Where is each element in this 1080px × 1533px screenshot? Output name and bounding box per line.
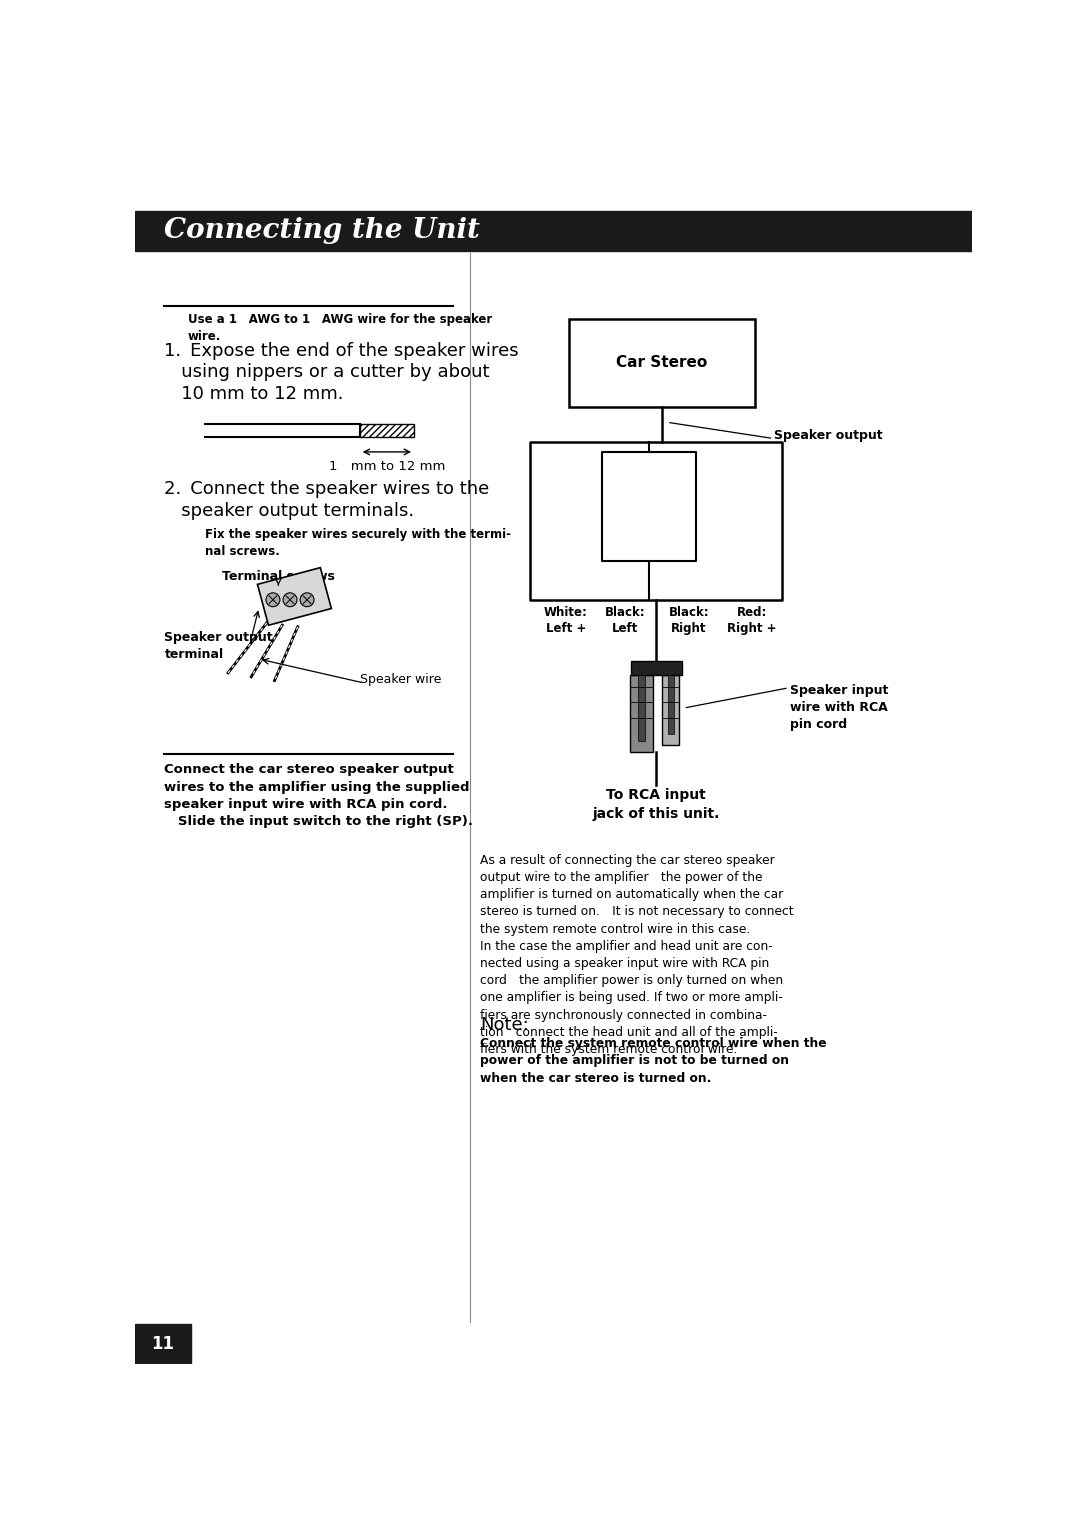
Circle shape: [283, 593, 297, 607]
Text: Connecting the Unit: Connecting the Unit: [164, 218, 481, 244]
Text: Connect the car stereo speaker output
wires to the amplifier using the supplied
: Connect the car stereo speaker output wi…: [164, 763, 470, 811]
Text: Note:: Note:: [480, 1015, 528, 1033]
Text: White:
Left +: White: Left +: [544, 606, 588, 635]
Text: Speaker input
wire with RCA
pin cord: Speaker input wire with RCA pin cord: [789, 684, 888, 731]
Text: 1. Expose the end of the speaker wires: 1. Expose the end of the speaker wires: [164, 342, 519, 360]
Text: Red:
Right +: Red: Right +: [727, 606, 777, 635]
Text: Terminal screws: Terminal screws: [221, 570, 335, 584]
Text: Car Stereo: Car Stereo: [617, 356, 707, 371]
Text: Connect the system remote control wire when the
power of the amplifier is not to: Connect the system remote control wire w…: [480, 1038, 826, 1084]
Bar: [530, 442, 782, 599]
Bar: [630, 675, 653, 753]
Bar: [662, 675, 679, 745]
Bar: [637, 675, 646, 740]
Text: Speaker output
terminal: Speaker output terminal: [164, 630, 273, 661]
Text: Use a 1 AWG to 1 AWG wire for the speaker
wire.: Use a 1 AWG to 1 AWG wire for the speake…: [188, 313, 492, 343]
Text: using nippers or a cutter by about: using nippers or a cutter by about: [164, 363, 490, 382]
Bar: [257, 567, 332, 625]
Text: 2. Connect the speaker wires to the: 2. Connect the speaker wires to the: [164, 480, 489, 498]
Text: 1 mm to 12 mm: 1 mm to 12 mm: [328, 460, 445, 472]
Text: To RCA input
jack of this unit.: To RCA input jack of this unit.: [593, 788, 720, 820]
Text: As a result of connecting the car stereo speaker
output wire to the amplifier th: As a result of connecting the car stereo…: [480, 854, 794, 1056]
Text: Speaker wire: Speaker wire: [360, 673, 441, 685]
Bar: [360, 425, 414, 437]
Text: speaker output terminals.: speaker output terminals.: [164, 501, 415, 520]
Bar: [631, 661, 681, 675]
Text: Speaker output: Speaker output: [774, 429, 883, 442]
Text: 11: 11: [151, 1335, 174, 1354]
Text: Slide the input switch to the right (SP).: Slide the input switch to the right (SP)…: [164, 816, 473, 828]
Text: Fix the speaker wires securely with the termi-
nal screws.: Fix the speaker wires securely with the …: [205, 529, 511, 558]
Bar: [602, 452, 697, 561]
Circle shape: [266, 593, 280, 607]
Text: Black:
Left: Black: Left: [605, 606, 646, 635]
Bar: [569, 319, 755, 408]
Bar: [135, 212, 972, 251]
Circle shape: [300, 593, 314, 607]
Text: Black:
Right: Black: Right: [669, 606, 710, 635]
Bar: [135, 1325, 191, 1364]
Text: 10 mm to 12 mm.: 10 mm to 12 mm.: [164, 385, 343, 403]
Bar: [669, 675, 674, 734]
